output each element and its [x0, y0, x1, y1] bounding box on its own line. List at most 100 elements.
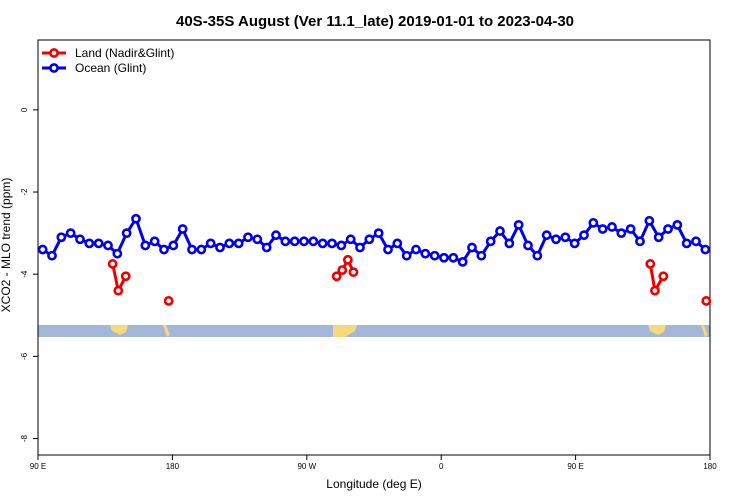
- point: [187, 244, 197, 255]
- point: [663, 224, 673, 234]
- point: [401, 250, 412, 261]
- point: [159, 244, 169, 255]
- point: [168, 240, 179, 251]
- point: [588, 217, 599, 228]
- point: [342, 254, 353, 265]
- point: [112, 248, 123, 259]
- point: [336, 240, 347, 251]
- point: [84, 238, 95, 249]
- y-tick-label: -8: [20, 434, 29, 442]
- point: [93, 238, 104, 249]
- point: [476, 250, 487, 261]
- point: [131, 213, 141, 224]
- point: [644, 215, 655, 226]
- point: [215, 242, 225, 253]
- point: [47, 250, 57, 261]
- point: [597, 224, 608, 234]
- point: [280, 236, 291, 247]
- legend-marker: [49, 63, 59, 73]
- point: [299, 236, 309, 247]
- point: [243, 232, 253, 243]
- point: [625, 224, 636, 234]
- point: [504, 238, 515, 249]
- y-tick-label: -6: [20, 352, 29, 360]
- x-tick-label: 90 E: [567, 462, 583, 471]
- point: [107, 259, 118, 269]
- point: [196, 244, 207, 255]
- point: [364, 234, 375, 245]
- point: [233, 238, 244, 249]
- point: [224, 238, 235, 249]
- point: [672, 220, 683, 230]
- point: [420, 248, 431, 259]
- legend-label: Ocean (Glint): [75, 61, 146, 75]
- point: [701, 296, 712, 306]
- point: [308, 236, 319, 247]
- y-tick-label: 0: [20, 107, 29, 112]
- legend-marker: [49, 48, 59, 58]
- point: [392, 238, 403, 249]
- x-tick-label: 180: [166, 462, 180, 471]
- point: [650, 285, 660, 296]
- point: [523, 240, 533, 251]
- x-axis-label: Longitude (deg E): [326, 477, 421, 491]
- point: [560, 232, 571, 243]
- point: [289, 236, 300, 247]
- point: [355, 242, 365, 253]
- point: [658, 271, 669, 282]
- point: [485, 236, 496, 247]
- point: [177, 224, 188, 234]
- x-tick-label: 90 W: [297, 462, 316, 471]
- point: [532, 250, 543, 261]
- series-line: [113, 260, 707, 301]
- point: [37, 244, 48, 255]
- point: [439, 252, 449, 263]
- point: [348, 267, 359, 278]
- point: [373, 228, 384, 239]
- point: [429, 250, 440, 261]
- point: [551, 234, 561, 245]
- x-tick-label: 180: [703, 462, 717, 471]
- point: [75, 234, 85, 245]
- point: [121, 228, 132, 239]
- point: [448, 252, 459, 263]
- point: [345, 234, 356, 245]
- point: [653, 232, 664, 243]
- point: [411, 244, 421, 255]
- point: [327, 238, 337, 249]
- point: [457, 256, 468, 267]
- point: [635, 236, 645, 247]
- point: [569, 238, 580, 249]
- point: [383, 244, 393, 255]
- point: [579, 230, 589, 241]
- point: [113, 285, 124, 296]
- point: [691, 236, 701, 247]
- y-axis-label: XCO2 - MLO trend (ppm): [0, 178, 13, 313]
- point: [513, 220, 524, 230]
- y-tick-label: -2: [20, 188, 29, 196]
- x-tick-label: 90 E: [30, 462, 46, 471]
- point: [140, 240, 151, 251]
- point: [163, 296, 174, 306]
- y-tick-label: -4: [20, 270, 29, 278]
- plot-frame: [37, 39, 711, 456]
- point: [645, 259, 656, 269]
- point: [541, 230, 552, 241]
- point: [331, 271, 342, 282]
- point: [56, 232, 67, 243]
- point: [205, 238, 216, 249]
- point: [607, 222, 617, 232]
- point: [467, 242, 477, 253]
- point: [271, 230, 281, 241]
- map-strip: [38, 325, 710, 337]
- point: [337, 265, 348, 275]
- point: [261, 242, 272, 253]
- point: [120, 271, 131, 282]
- chart-title: 40S-35S August (Ver 11.1_late) 2019-01-0…: [176, 13, 574, 30]
- point: [700, 244, 711, 255]
- point: [317, 238, 328, 249]
- point: [103, 240, 113, 251]
- point: [616, 228, 627, 239]
- point: [495, 226, 505, 236]
